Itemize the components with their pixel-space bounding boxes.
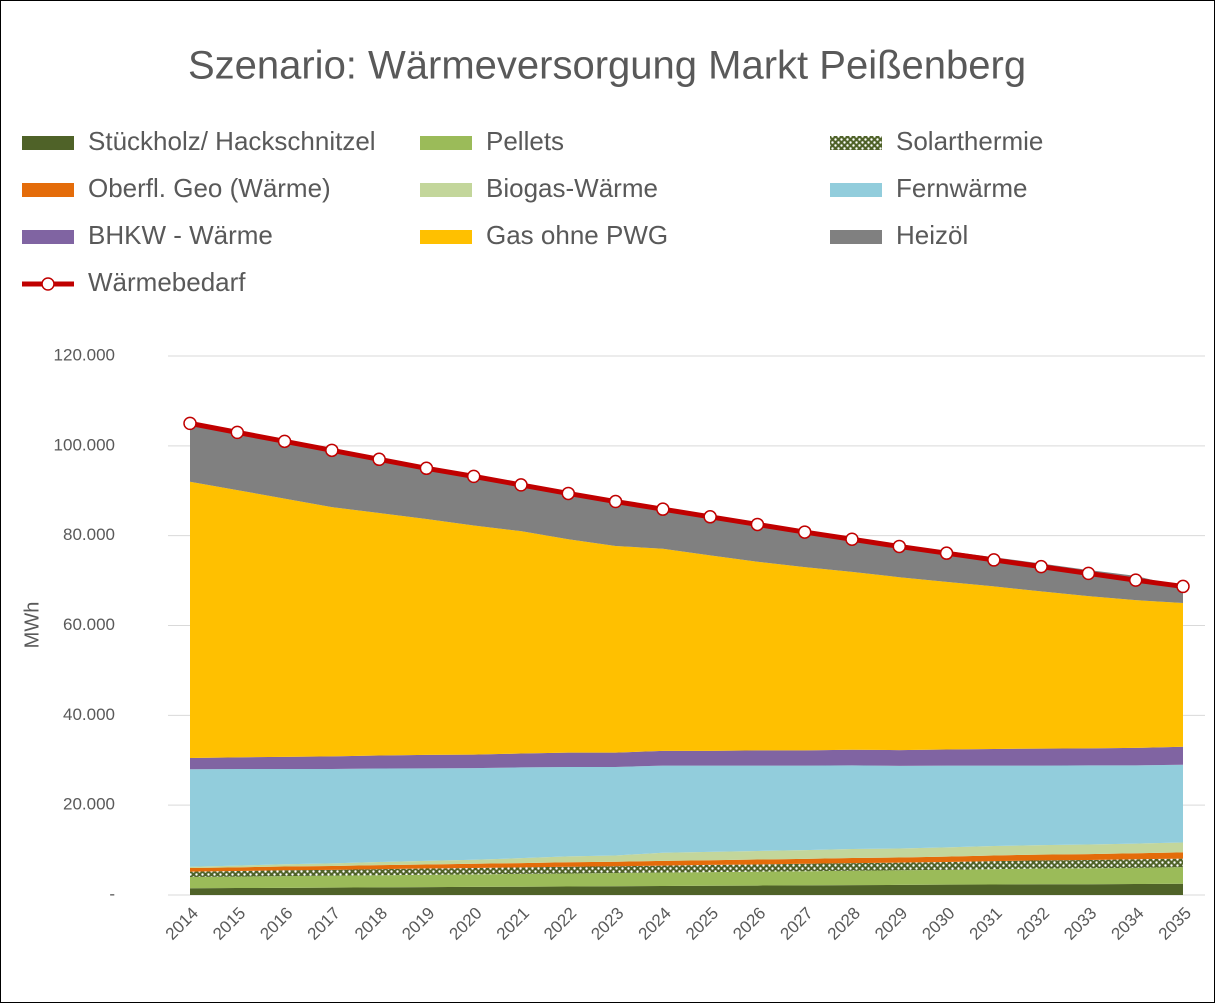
legend-label: Gas ohne PWG (486, 220, 668, 250)
legend-label: Fernwärme (896, 173, 1027, 203)
marker (656, 502, 670, 516)
marker (939, 546, 954, 560)
legend-marker (41, 277, 55, 291)
legend-swatch (420, 136, 472, 150)
area (190, 852, 1183, 872)
marker (892, 539, 907, 554)
legend-swatch (830, 230, 882, 244)
y-tick-label: 20.000 (63, 795, 115, 814)
area (190, 883, 1183, 895)
y-tick-label: 60.000 (63, 615, 115, 634)
legend-swatch (830, 136, 882, 150)
y-tick-label: 40.000 (63, 705, 115, 724)
legend-label: Oberfl. Geo (Wärme) (88, 173, 331, 203)
marker (466, 469, 481, 484)
marker (1081, 566, 1096, 581)
area (190, 746, 1183, 770)
area (190, 764, 1183, 867)
marker (183, 416, 197, 431)
legend-label: Heizöl (896, 220, 968, 250)
y-tick-label: 100.000 (54, 435, 115, 454)
legend-swatch (22, 230, 74, 244)
y-tick-label: - (109, 884, 115, 903)
legend-swatch (420, 230, 472, 244)
marker (1128, 573, 1143, 587)
legend-swatch (22, 136, 74, 150)
marker (845, 532, 859, 547)
marker (514, 478, 528, 492)
legend-swatch (22, 183, 74, 197)
marker (372, 452, 386, 467)
legend-label: BHKW - Wärme (88, 220, 273, 250)
marker (797, 525, 812, 539)
marker (1034, 559, 1048, 574)
area (190, 858, 1183, 878)
chart-title: Szenario: Wärmeversorgung Markt Peißenbe… (188, 44, 1026, 88)
legend-label: Biogas-Wärme (486, 173, 658, 203)
area (190, 842, 1183, 869)
y-tick-label: 80.000 (63, 525, 115, 544)
marker (325, 443, 339, 458)
legend-label: Solarthermie (896, 126, 1043, 156)
marker (750, 517, 765, 532)
marker (561, 486, 576, 501)
legend-label: Pellets (486, 126, 564, 156)
y-tick-label: 120.000 (54, 345, 115, 364)
line (189, 420, 1184, 589)
marker (230, 425, 245, 440)
legend-label: Stückholz/ Hackschnitzel (88, 126, 376, 156)
marker (1176, 579, 1190, 594)
y-axis-label: MWh (21, 602, 43, 649)
marker (419, 461, 434, 476)
marker (608, 494, 623, 509)
marker (277, 434, 292, 449)
area (190, 867, 1183, 889)
legend-swatch (420, 183, 472, 197)
area (190, 481, 1183, 759)
marker (703, 510, 717, 524)
legend-swatch (830, 183, 882, 197)
legend-label: Wärmebedarf (88, 267, 246, 297)
marker (987, 553, 1001, 567)
